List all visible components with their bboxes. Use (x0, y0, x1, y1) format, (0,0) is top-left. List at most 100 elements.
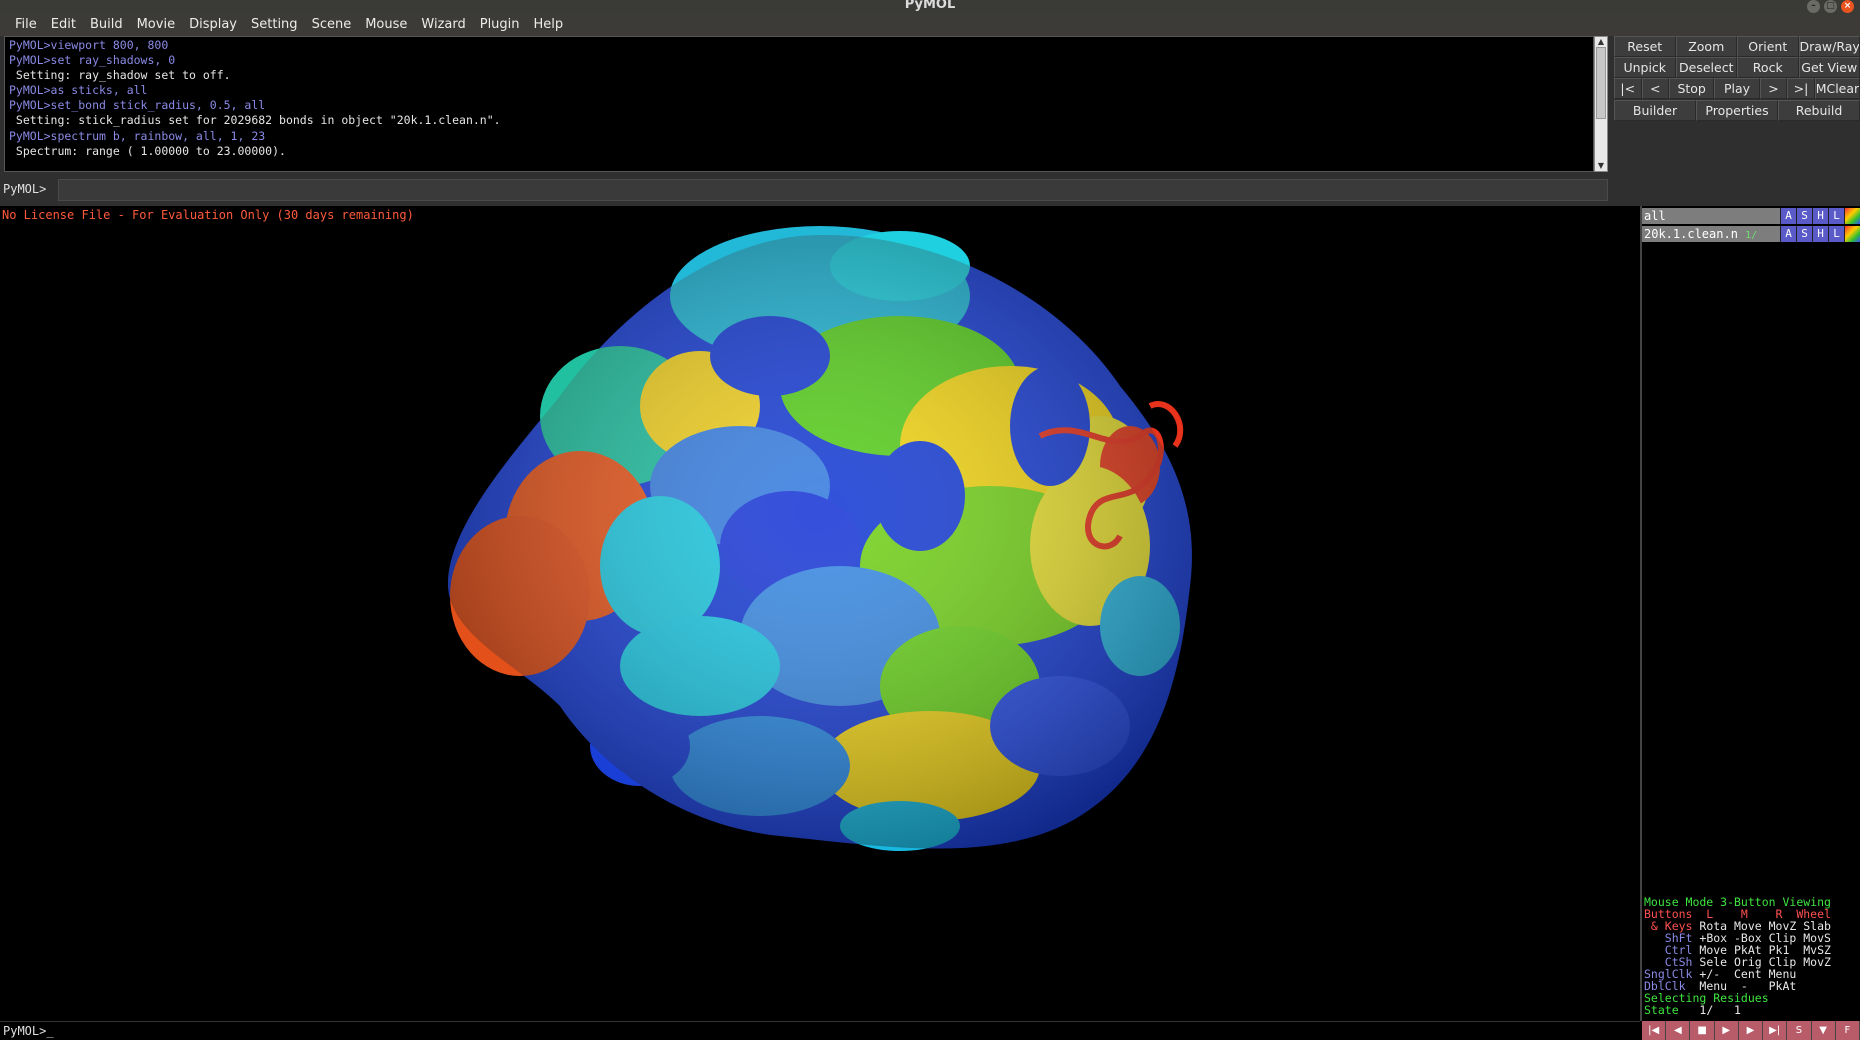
state-value: 1/ 1 (1678, 1003, 1741, 1017)
bottom-prompt[interactable]: PyMOL>_ (3, 1024, 54, 1038)
minimize-icon[interactable]: – (1807, 0, 1820, 13)
molecule-render (447, 226, 1192, 851)
draw-ray-button[interactable]: Draw/Ray ▾ (1798, 36, 1860, 57)
deselect-button[interactable]: Deselect (1675, 57, 1737, 78)
object-name[interactable]: 20k.1.clean.n 1/ (1642, 226, 1780, 242)
mouse-binding-row: SnglClk +/- Cent Menu (1644, 968, 1860, 980)
menu-display[interactable]: Display (189, 17, 237, 32)
binding-values: Rota Move MovZ Slab (1692, 919, 1831, 933)
zoom-button[interactable]: Zoom (1675, 36, 1737, 57)
mouse-mode-header[interactable]: Mouse Mode 3-Button Viewing (1644, 896, 1831, 909)
maximize-icon[interactable]: □ (1824, 0, 1837, 13)
movie-controls: |◀ ◀ ■ ▶ ▶ ▶| S ▼ F (1642, 1021, 1860, 1040)
close-icon[interactable]: × (1841, 0, 1854, 13)
last-frame-button[interactable]: >| (1787, 78, 1815, 99)
unpick-button[interactable]: Unpick (1614, 57, 1676, 78)
stop-icon[interactable]: ■ (1690, 1021, 1715, 1040)
mouse-binding-row: Ctrl Move PkAt Pk1 MvSZ (1644, 944, 1860, 956)
reset-button[interactable]: Reset (1614, 36, 1676, 57)
scroll-down-icon[interactable]: ▼ (1597, 161, 1605, 170)
binding-label: Ctrl (1644, 943, 1693, 957)
scene-icon[interactable]: S (1787, 1021, 1812, 1040)
binding-label: & Keys (1644, 919, 1693, 933)
menu-build[interactable]: Build (89, 17, 123, 32)
stop-button[interactable]: Stop (1669, 78, 1715, 99)
command-prompt: PyMOL> (3, 182, 47, 196)
menu-bar: File Edit Build Movie Display Setting Sc… (0, 14, 1860, 36)
object-row-all[interactable]: all A S H L (1642, 208, 1860, 224)
play-button[interactable]: Play (1714, 78, 1760, 99)
hide-button[interactable]: H (1812, 226, 1828, 242)
molecule-viewport[interactable]: No License File - For Evaluation Only (3… (0, 206, 1640, 1021)
mouse-binding-row: & Keys Rota Move MovZ Slab (1644, 920, 1860, 932)
last-frame-icon[interactable]: ▶| (1763, 1021, 1788, 1040)
console-line: PyMOL>set ray_shadows, 0 (9, 53, 176, 68)
binding-values: +Box -Box Clip MovS (1692, 931, 1831, 945)
menu-wizard[interactable]: Wizard (421, 17, 466, 32)
scroll-up-icon[interactable]: ▲ (1597, 37, 1605, 46)
action-button[interactable]: A (1780, 226, 1796, 242)
prev-frame-button[interactable]: < (1641, 78, 1669, 99)
next-frame-icon[interactable]: ▶ (1738, 1021, 1764, 1040)
get-view-button[interactable]: Get View (1798, 57, 1860, 78)
menu-edit[interactable]: Edit (50, 17, 76, 32)
bottom-command-bar[interactable]: PyMOL>_ (0, 1021, 1640, 1040)
console-output[interactable]: PyMOL>viewport 800, 800 PyMOL>set ray_sh… (4, 36, 1594, 172)
button-row-1: Reset Zoom Orient Draw/Ray ▾ (1614, 36, 1860, 57)
properties-button[interactable]: Properties (1696, 100, 1778, 121)
menu-movie[interactable]: Movie (136, 17, 176, 32)
binding-label: DblClk (1644, 979, 1686, 993)
window-titlebar: PyMOL – □ × (0, 0, 1860, 14)
action-button[interactable]: A (1780, 208, 1796, 224)
state-label: State (1644, 1003, 1679, 1017)
menu-setting[interactable]: Setting (251, 17, 298, 32)
mclear-button[interactable]: MClear (1814, 78, 1860, 99)
mouse-buttons-row: Buttons L M R Wheel (1644, 907, 1831, 921)
show-button[interactable]: S (1796, 208, 1812, 224)
prev-frame-icon[interactable]: ◀ (1666, 1021, 1691, 1040)
scroll-thumb[interactable] (1596, 47, 1606, 119)
color-palette-icon[interactable] (1844, 208, 1860, 224)
mouse-mode-panel[interactable]: Mouse Mode 3-Button Viewing Buttons L M … (1640, 896, 1860, 1021)
menu-help[interactable]: Help (533, 17, 564, 32)
mouse-binding-row: ShFt +Box -Box Clip MovS (1644, 932, 1860, 944)
selecting-mode[interactable]: Selecting Residues (1644, 991, 1769, 1005)
object-panel: all A S H L 20k.1.clean.n 1/ A S H L (1640, 206, 1860, 896)
play-icon[interactable]: ▶ (1714, 1021, 1739, 1040)
label-button[interactable]: L (1828, 208, 1844, 224)
menu-scene[interactable]: Scene (311, 17, 352, 32)
command-input[interactable] (58, 179, 1608, 201)
fullscreen-icon[interactable]: F (1835, 1021, 1860, 1040)
rebuild-button[interactable]: Rebuild (1778, 100, 1860, 121)
chevron-down-icon[interactable]: ▼ (1811, 1021, 1836, 1040)
next-frame-button[interactable]: > (1759, 78, 1788, 99)
label-button[interactable]: L (1828, 226, 1844, 242)
hide-button[interactable]: H (1812, 208, 1828, 224)
console-scrollbar[interactable]: ▲ ▼ (1594, 36, 1608, 172)
menu-plugin[interactable]: Plugin (479, 17, 520, 32)
draw-ray-label: Draw/Ray (1799, 39, 1860, 54)
license-notice: No License File - For Evaluation Only (3… (2, 208, 414, 222)
color-palette-icon[interactable] (1844, 226, 1860, 242)
binding-label: ShFt (1644, 931, 1693, 945)
orient-button[interactable]: Orient (1737, 36, 1799, 57)
menu-mouse[interactable]: Mouse (365, 17, 408, 32)
mouse-binding-row: CtSh Sele Orig Clip MovZ (1644, 956, 1860, 968)
window-title: PyMOL (904, 0, 956, 12)
object-row-20k[interactable]: 20k.1.clean.n 1/ A S H L (1642, 226, 1860, 242)
control-buttons: Reset Zoom Orient Draw/Ray ▾ Unpick Dese… (1614, 36, 1860, 121)
binding-values: +/- Cent Menu (1692, 967, 1797, 981)
rock-button[interactable]: Rock (1737, 57, 1799, 78)
first-frame-icon[interactable]: |◀ (1642, 1021, 1667, 1040)
object-name[interactable]: all (1642, 208, 1780, 224)
button-row-4: Builder Properties Rebuild (1614, 100, 1860, 121)
button-row-2: Unpick Deselect Rock Get View (1614, 57, 1860, 78)
console-line: PyMOL>set_bond stick_radius, 0.5, all (9, 98, 266, 113)
menu-file[interactable]: File (15, 17, 37, 32)
console-line: Setting: ray_shadow set to off. (9, 68, 231, 83)
builder-button[interactable]: Builder (1614, 100, 1696, 121)
binding-values: Move PkAt Pk1 MvSZ (1692, 943, 1831, 957)
first-frame-button[interactable]: |< (1614, 78, 1642, 99)
show-button[interactable]: S (1796, 226, 1812, 242)
binding-label: CtSh (1644, 955, 1693, 969)
